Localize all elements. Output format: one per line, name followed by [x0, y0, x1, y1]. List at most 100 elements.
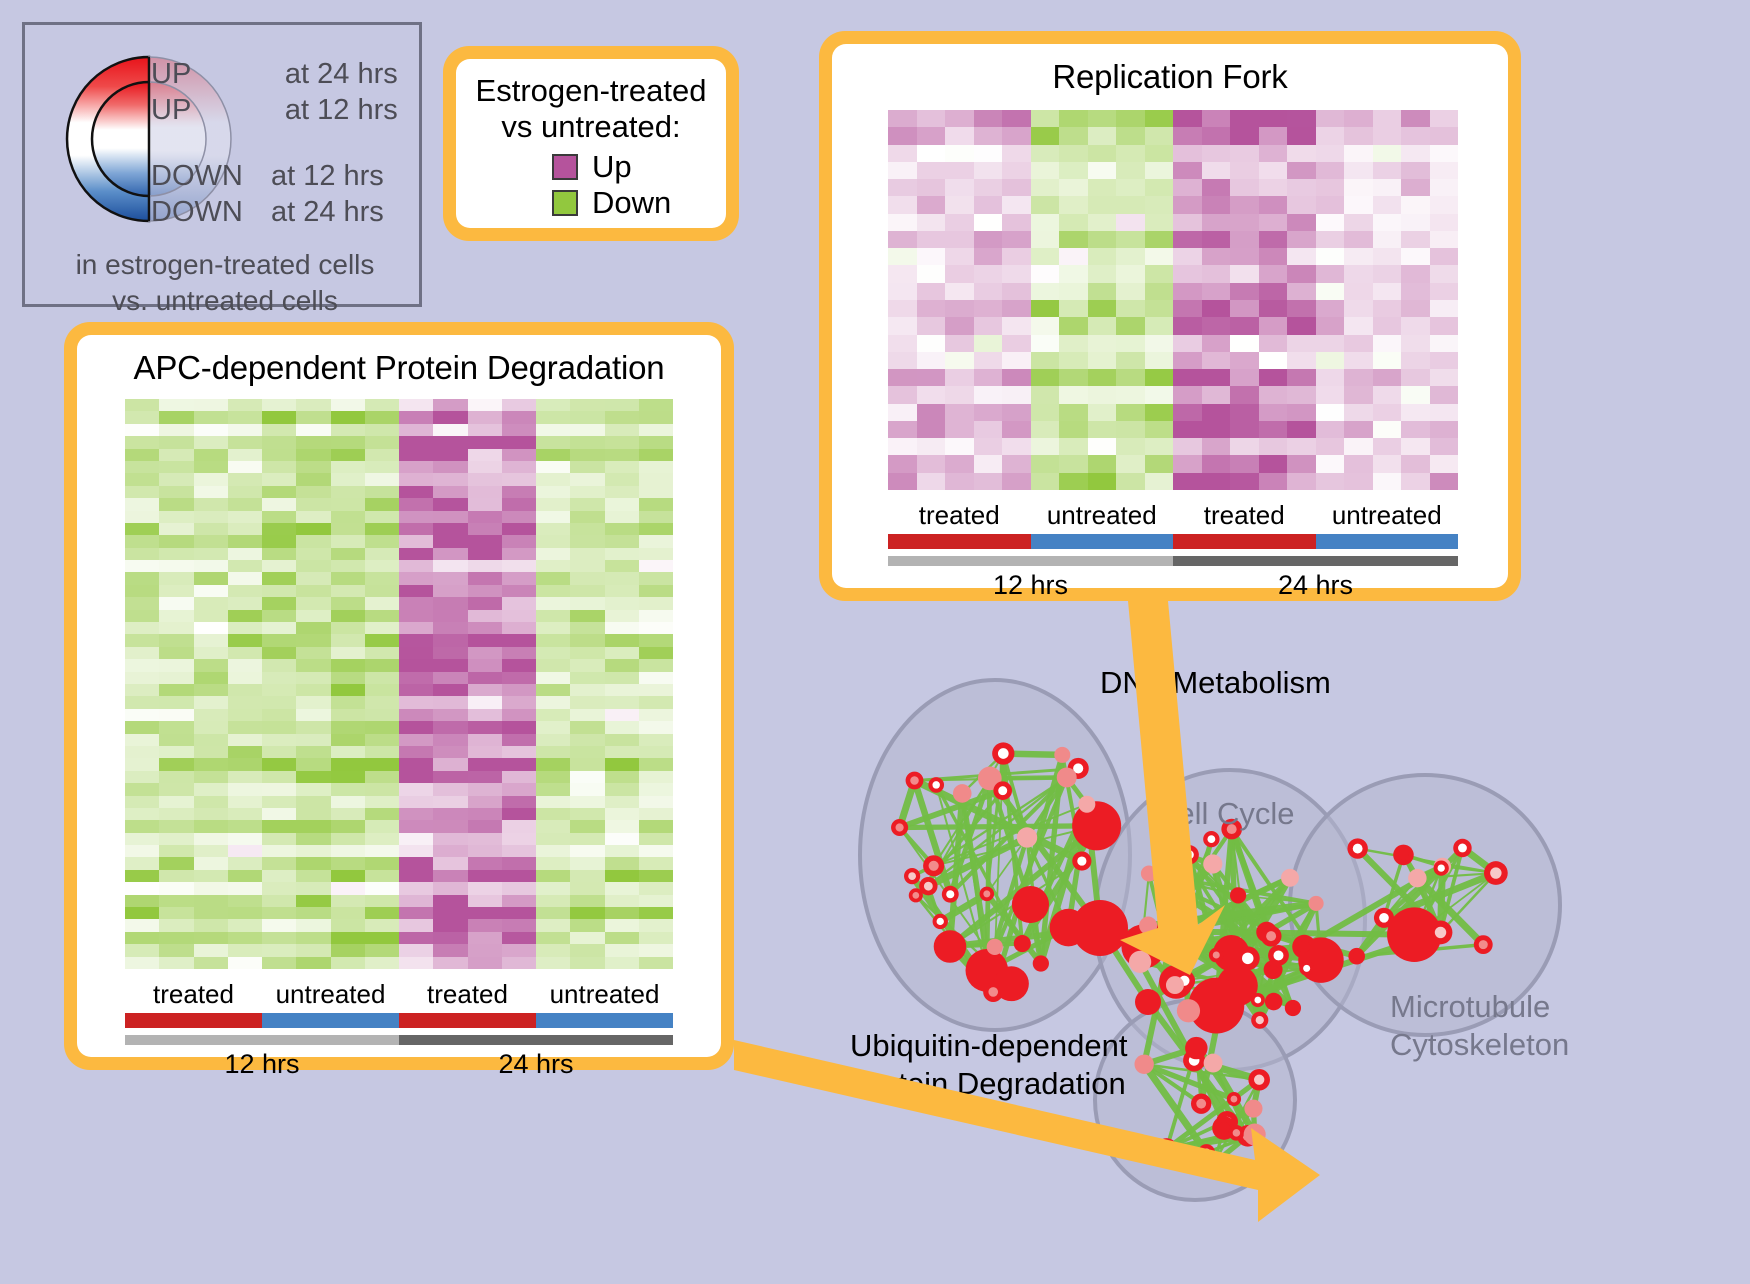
- heatmap-cell: [1373, 404, 1402, 421]
- heatmap-cell: [125, 771, 159, 783]
- heatmap-cell: [262, 734, 296, 746]
- heatmap-cell: [296, 944, 330, 956]
- heatmap-cell: [433, 436, 467, 448]
- column-group-label: treated: [888, 500, 1031, 531]
- heatmap-cell: [1145, 110, 1174, 127]
- heatmap-cell: [605, 535, 639, 547]
- heatmap-cell: [194, 610, 228, 622]
- heatmap-cell: [536, 399, 570, 411]
- column-group-color-bar: [399, 1013, 536, 1028]
- heatmap-cell: [502, 820, 536, 832]
- heatmap-cell: [1316, 335, 1345, 352]
- heatmap-cell: [1430, 214, 1459, 231]
- heatmap-cell: [1230, 352, 1259, 369]
- heatmap-cell: [125, 511, 159, 523]
- heatmap-cell: [888, 421, 917, 438]
- heatmap-cell: [1088, 455, 1117, 472]
- heatmap-cell: [399, 957, 433, 969]
- heatmap-cell: [1116, 145, 1145, 162]
- heatmap-cell: [888, 110, 917, 127]
- heatmap-cell: [468, 461, 502, 473]
- heatmap-cell: [125, 857, 159, 869]
- heatmap-cell: [570, 721, 604, 733]
- heatmap-cell: [399, 919, 433, 931]
- heatmap-cell: [194, 919, 228, 931]
- heatmap-cell: [399, 498, 433, 510]
- heatmap-cell: [605, 399, 639, 411]
- heatmap-cell: [1287, 317, 1316, 334]
- heatmap-cell: [945, 317, 974, 334]
- heatmap-cell: [262, 895, 296, 907]
- heatmap-cell: [1202, 196, 1231, 213]
- heatmap-cell: [502, 572, 536, 584]
- heatmap-cell: [365, 709, 399, 721]
- heatmap-cell: [1344, 473, 1373, 490]
- heatmap-cell: [1031, 404, 1060, 421]
- heatmap-cell: [159, 560, 193, 572]
- heatmap-cell: [1088, 300, 1117, 317]
- heatmap-cell: [399, 622, 433, 634]
- heatmap-cell: [365, 449, 399, 461]
- heatmap-cell: [1202, 265, 1231, 282]
- heatmap-cell: [917, 317, 946, 334]
- heatmap-cell: [1344, 231, 1373, 248]
- heatmap-cell: [974, 248, 1003, 265]
- heatmap-cell: [945, 214, 974, 231]
- heatmap-cell: [1145, 196, 1174, 213]
- heatmap-cell: [570, 833, 604, 845]
- heatmap-cell: [536, 845, 570, 857]
- heatmap-cell: [399, 610, 433, 622]
- heatmap-cell: [1088, 214, 1117, 231]
- heatmap-cell: [194, 845, 228, 857]
- heatmap-cell: [570, 424, 604, 436]
- heatmap-cell: [1430, 335, 1459, 352]
- heatmap-cell: [1088, 317, 1117, 334]
- heatmap-cell: [468, 486, 502, 498]
- heatmap-cell: [1401, 335, 1430, 352]
- heatmap-cell: [917, 110, 946, 127]
- heatmap-cell: [228, 944, 262, 956]
- heatmap-cell: [1373, 196, 1402, 213]
- heatmap-cell: [888, 335, 917, 352]
- heatmap-cell: [536, 721, 570, 733]
- heatmap-cell: [639, 919, 673, 931]
- heatmap-cell: [1002, 127, 1031, 144]
- legend-label-up: Up: [592, 151, 632, 183]
- heatmap-cell: [365, 399, 399, 411]
- pathway-network-diagram: DNA Metabolism Cell Cycle Microtubule Cy…: [800, 610, 1750, 1279]
- heatmap-cell: [228, 411, 262, 423]
- heatmap-cell: [1316, 127, 1345, 144]
- heatmap-cell: [1230, 300, 1259, 317]
- heatmap-cell: [1430, 283, 1459, 300]
- heatmap-cell: [365, 882, 399, 894]
- heatmap-cell: [399, 845, 433, 857]
- network-node-core: [929, 861, 939, 871]
- heatmap-cell: [228, 560, 262, 572]
- heatmap-cell: [945, 110, 974, 127]
- heatmap-cell: [1088, 335, 1117, 352]
- heatmap-cell: [296, 796, 330, 808]
- heatmap-cell: [296, 845, 330, 857]
- network-node: [1162, 919, 1183, 940]
- heatmap-cell: [502, 672, 536, 684]
- heatmap-cell: [1173, 145, 1202, 162]
- heatmap-cell: [1287, 145, 1316, 162]
- heatmap-cell: [1116, 404, 1145, 421]
- key-caption: in estrogen-treated cells vs. untreated …: [25, 247, 425, 319]
- heatmap-cell: [570, 845, 604, 857]
- heatmap-cell: [502, 449, 536, 461]
- heatmap-cell: [433, 449, 467, 461]
- heatmap-cell: [1230, 145, 1259, 162]
- heatmap-cell: [570, 411, 604, 423]
- network-node: [1057, 767, 1077, 787]
- heatmap-cell: [502, 709, 536, 721]
- heatmap-cell: [468, 696, 502, 708]
- heatmap-cell: [1088, 352, 1117, 369]
- heatmap-cell: [502, 758, 536, 770]
- heatmap-cell: [570, 461, 604, 473]
- heatmap-cell: [159, 548, 193, 560]
- heatmap-cell: [194, 597, 228, 609]
- heatmap-cell: [502, 634, 536, 646]
- network-node-core: [1254, 997, 1261, 1004]
